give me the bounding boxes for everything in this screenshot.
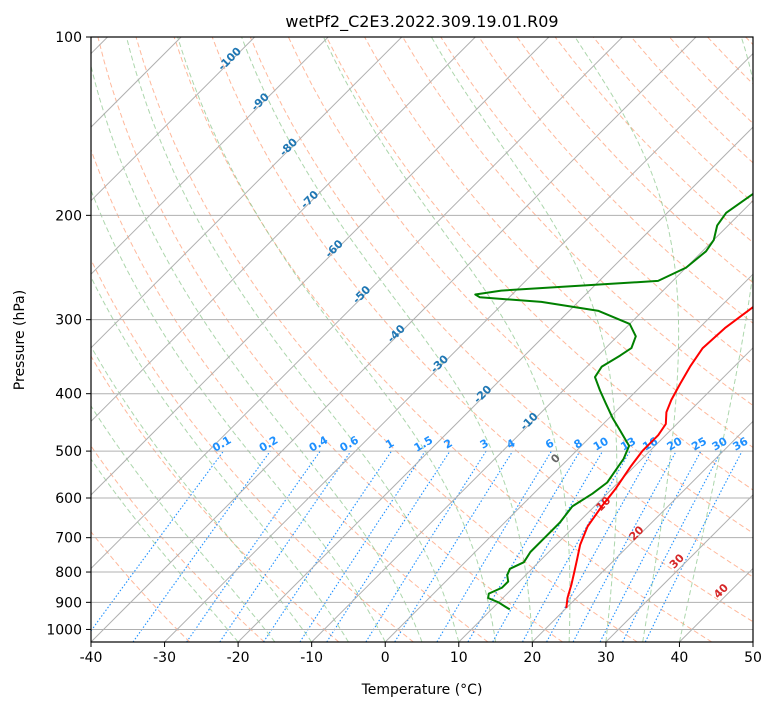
y-tick-label: 500 <box>55 444 82 460</box>
y-tick-label: 300 <box>55 313 82 329</box>
mixing-ratio-line <box>572 450 677 642</box>
mixing-ratio-line <box>394 450 514 642</box>
y-axis-title: Pressure (hPa) <box>12 290 28 390</box>
plot-area: -100-90-80-70-60-50-40-30-20-100.1 0.2 0.4… <box>91 37 753 642</box>
mixing-ratio-line <box>522 450 631 642</box>
moist-adiabat <box>323 37 571 642</box>
x-tick-label: 50 <box>744 650 762 666</box>
mixing-ratio-line <box>186 450 321 642</box>
dry-adiabat <box>91 445 265 642</box>
dry-adiabat <box>97 37 563 642</box>
moist-adiabat <box>678 37 753 642</box>
mixing-ratio-line <box>326 450 451 642</box>
isotherm-line <box>531 420 753 642</box>
x-tick-label: 0 <box>381 650 390 666</box>
y-tick-label: 700 <box>55 531 82 547</box>
x-tick-label: -30 <box>153 650 176 666</box>
mixing-ratio-line <box>299 450 426 642</box>
dry-adiabat <box>326 37 753 491</box>
isotherm-line <box>384 273 753 642</box>
mixing-ratio-line <box>644 450 743 642</box>
moist-adiabat <box>91 188 386 642</box>
isotherm-line <box>91 37 329 275</box>
moist-adiabat <box>91 64 423 642</box>
isotherm-line <box>164 52 753 642</box>
moist-adiabat <box>91 275 349 642</box>
x-tick-label: 40 <box>671 650 689 666</box>
y-tick-label: 200 <box>55 208 82 224</box>
temperature-line <box>565 305 753 609</box>
isotherm-line <box>91 37 403 349</box>
mixing-ratio-line <box>219 450 352 642</box>
mixing-ratio-line <box>546 450 653 642</box>
dry-adiabat <box>91 148 489 642</box>
y-tick-label: 900 <box>55 595 82 611</box>
x-tick-label: -40 <box>80 650 103 666</box>
moist-adiabat <box>126 37 460 642</box>
dry-adiabat <box>402 37 753 407</box>
mixing-ratio-line <box>599 450 702 642</box>
dry-adiabat <box>91 355 340 642</box>
dry-adiabat <box>135 37 638 642</box>
x-tick-label: -10 <box>300 650 323 666</box>
dry-adiabat <box>478 37 753 324</box>
x-tick-label: 20 <box>523 650 541 666</box>
moist-adiabat <box>574 37 680 642</box>
y-tick-label: 800 <box>55 565 82 581</box>
isotherm-line <box>91 37 476 423</box>
moist-adiabat <box>91 405 276 642</box>
dewpoint-line <box>474 192 753 611</box>
x-axis-title: Temperature (°C) <box>361 682 483 698</box>
moist-adiabat <box>91 458 239 642</box>
x-tick-label: 30 <box>597 650 615 666</box>
axis-ticks: -40 -30 -20 -10 0 10 20 30 40 50 100 200 300 400 500 60… <box>46 30 762 666</box>
dry-adiabat <box>91 531 191 642</box>
isotherm-line <box>91 37 256 202</box>
isotherm-line <box>311 199 753 642</box>
isotherm-line <box>91 37 697 642</box>
mixing-ratio-line <box>436 450 552 642</box>
chart-title: wetPf2_C2E3.2022.309.19.01.R09 <box>285 12 558 32</box>
mixing-ratio-line <box>263 450 392 642</box>
x-tick-label: 10 <box>450 650 468 666</box>
mixing-ratio-line <box>91 450 224 632</box>
isotherm-line <box>91 37 623 570</box>
y-tick-label: 600 <box>55 491 82 507</box>
moist-adiabat <box>241 37 533 642</box>
isotherm-line <box>458 347 753 642</box>
moist-adiabat <box>177 37 497 642</box>
mixing-ratio-line <box>132 450 271 642</box>
y-tick-label: 400 <box>55 387 82 403</box>
y-tick-label: 100 <box>55 30 82 46</box>
y-tick-label: 1000 <box>46 622 82 638</box>
isotherm-line <box>237 126 753 642</box>
dry-adiabat <box>211 37 753 623</box>
dry-adiabat <box>516 37 753 284</box>
mixing-ratio-line <box>365 450 487 642</box>
isotherm-line <box>605 494 753 642</box>
isotherm-line <box>91 37 550 496</box>
x-tick-label: -20 <box>227 650 250 666</box>
mixing-ratio-line <box>622 450 722 642</box>
dry-adiabat <box>249 37 753 578</box>
plot-frame <box>90 36 754 643</box>
